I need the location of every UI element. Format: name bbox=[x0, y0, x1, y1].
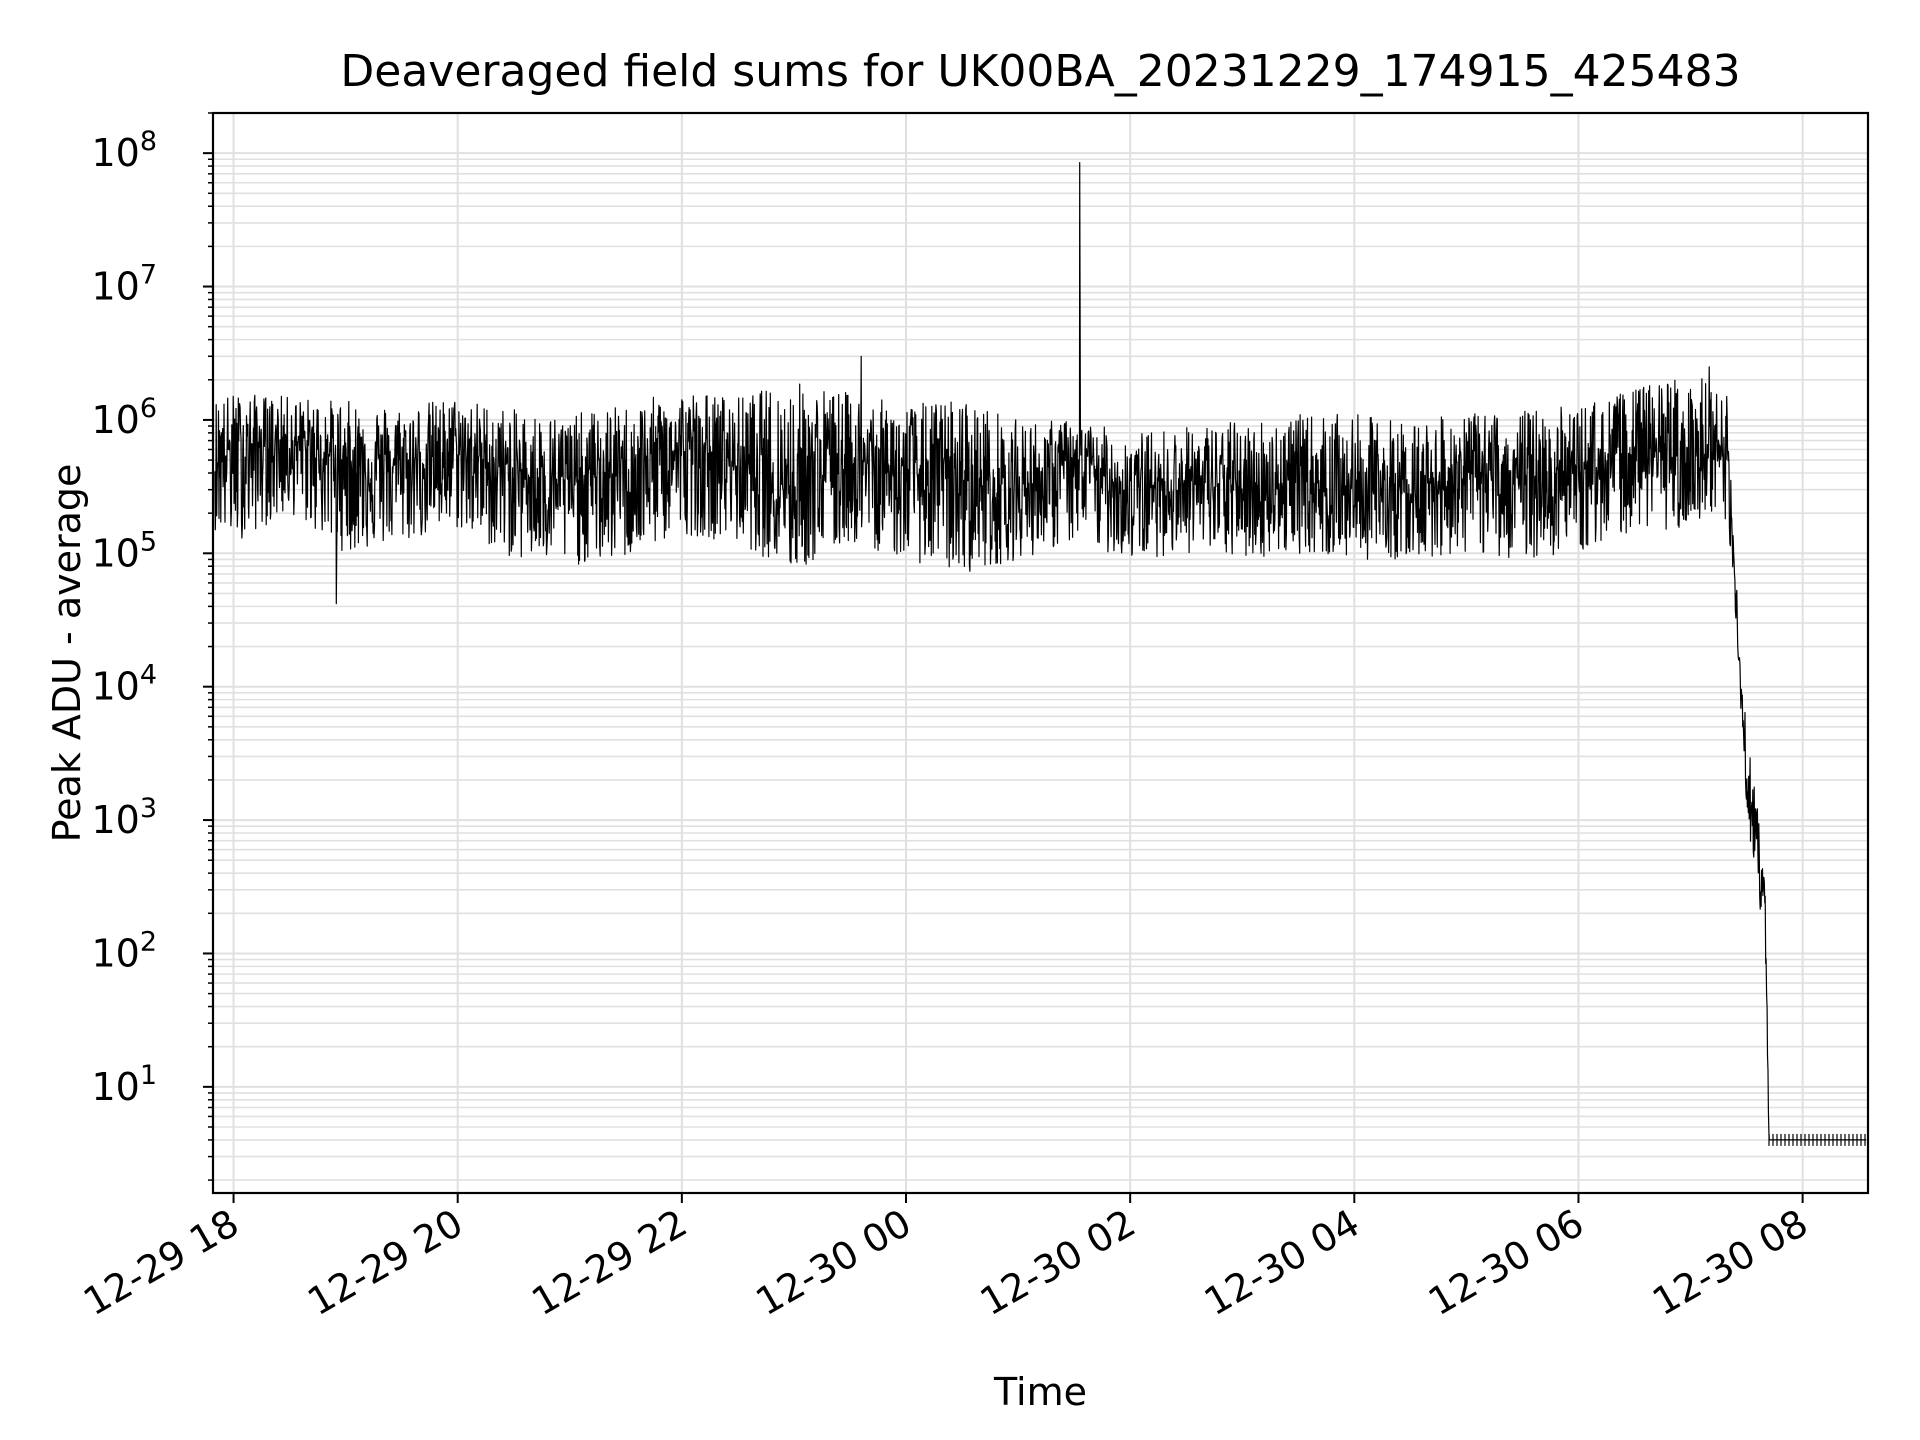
y-tick-label: 107 bbox=[91, 260, 157, 309]
y-tick-label: 105 bbox=[91, 526, 157, 575]
y-tick-exponent: 1 bbox=[140, 1060, 157, 1091]
y-tick-exponent: 3 bbox=[140, 793, 157, 824]
grid-layer bbox=[213, 112, 1868, 1193]
y-tick-exponent: 8 bbox=[140, 126, 157, 157]
y-tick-label: 102 bbox=[91, 926, 157, 975]
y-tick-exponent: 5 bbox=[140, 526, 157, 557]
y-tick-label: 101 bbox=[91, 1060, 157, 1109]
chart-title: Deaveraged field sums for UK00BA_2023122… bbox=[340, 46, 1740, 97]
y-tick-label: 104 bbox=[91, 660, 157, 709]
plot-frame bbox=[211, 111, 1870, 1195]
x-axis-label: Time bbox=[993, 1370, 1087, 1414]
series-layer bbox=[214, 162, 1867, 1146]
y-tick-label: 103 bbox=[91, 793, 157, 842]
y-tick-exponent: 4 bbox=[140, 660, 157, 691]
y-tick-exponent: 2 bbox=[140, 926, 157, 957]
y-tick-exponent: 6 bbox=[140, 393, 157, 424]
y-tick-exponent: 7 bbox=[140, 260, 157, 291]
series-line bbox=[214, 162, 1867, 1141]
y-tick-label: 108 bbox=[91, 126, 157, 175]
y-axis-label: Peak ADU - average bbox=[45, 464, 89, 843]
y-tick-label: 106 bbox=[91, 393, 157, 442]
